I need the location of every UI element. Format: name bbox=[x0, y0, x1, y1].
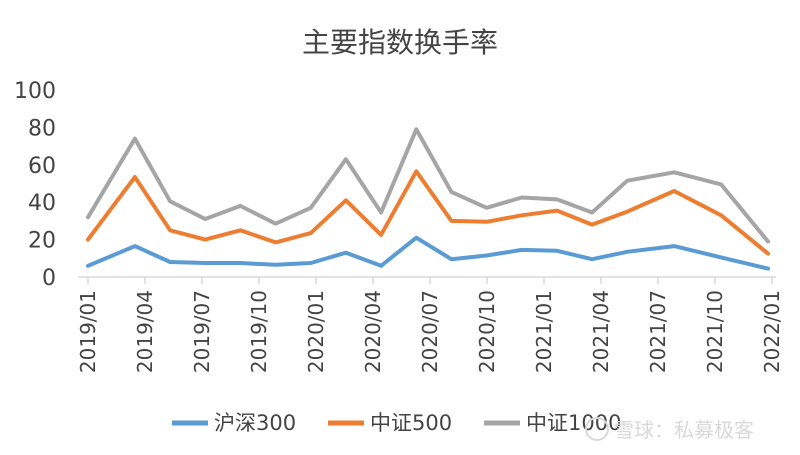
x-tick-label: 2019/01 bbox=[76, 290, 100, 373]
x-axis: 2019/01 2019/04 2019/07 2019/10 2020/01 2020/… bbox=[76, 277, 784, 373]
x-tick-label: 2020/01 bbox=[304, 290, 328, 373]
legend-label-zz500: 中证500 bbox=[370, 411, 452, 435]
line-hs300 bbox=[88, 238, 768, 269]
y-axis: 0 20 40 60 80 100 bbox=[14, 79, 56, 291]
x-tick-label: 2020/04 bbox=[361, 290, 385, 373]
x-tick-label: 2019/04 bbox=[133, 290, 157, 373]
legend-label-hs300: 沪深300 bbox=[214, 411, 296, 435]
chart-title: 主要指数换手率 bbox=[302, 26, 498, 59]
y-tick-label: 20 bbox=[28, 229, 56, 254]
x-tick-label: 2021/04 bbox=[589, 290, 613, 373]
legend: 沪深300 中证500 中证1000 bbox=[172, 411, 621, 435]
y-tick-label: 0 bbox=[42, 266, 56, 291]
y-tick-label: 40 bbox=[28, 191, 56, 216]
x-tick-label: 2020/07 bbox=[418, 290, 442, 373]
x-tick-label: 2019/10 bbox=[247, 290, 271, 373]
x-tick-label: 2021/01 bbox=[532, 290, 556, 373]
turnover-chart: 主要指数换手率 020406080100 2019/01 2019/04 2019/… bbox=[0, 0, 800, 455]
x-tick-label: 2021/07 bbox=[646, 290, 670, 373]
plot-area bbox=[88, 129, 768, 268]
x-tick-label: 2021/10 bbox=[703, 290, 727, 373]
x-tick-label: 2020/10 bbox=[475, 290, 499, 373]
y-tick-label: 60 bbox=[28, 154, 56, 179]
y-tick-label: 100 bbox=[14, 79, 56, 104]
watermark-text: 雪球：私募极客 bbox=[614, 418, 754, 442]
y-tick-label: 80 bbox=[28, 116, 56, 141]
x-tick-label: 2022/01 bbox=[760, 290, 784, 373]
x-tick-label: 2019/07 bbox=[190, 290, 214, 373]
